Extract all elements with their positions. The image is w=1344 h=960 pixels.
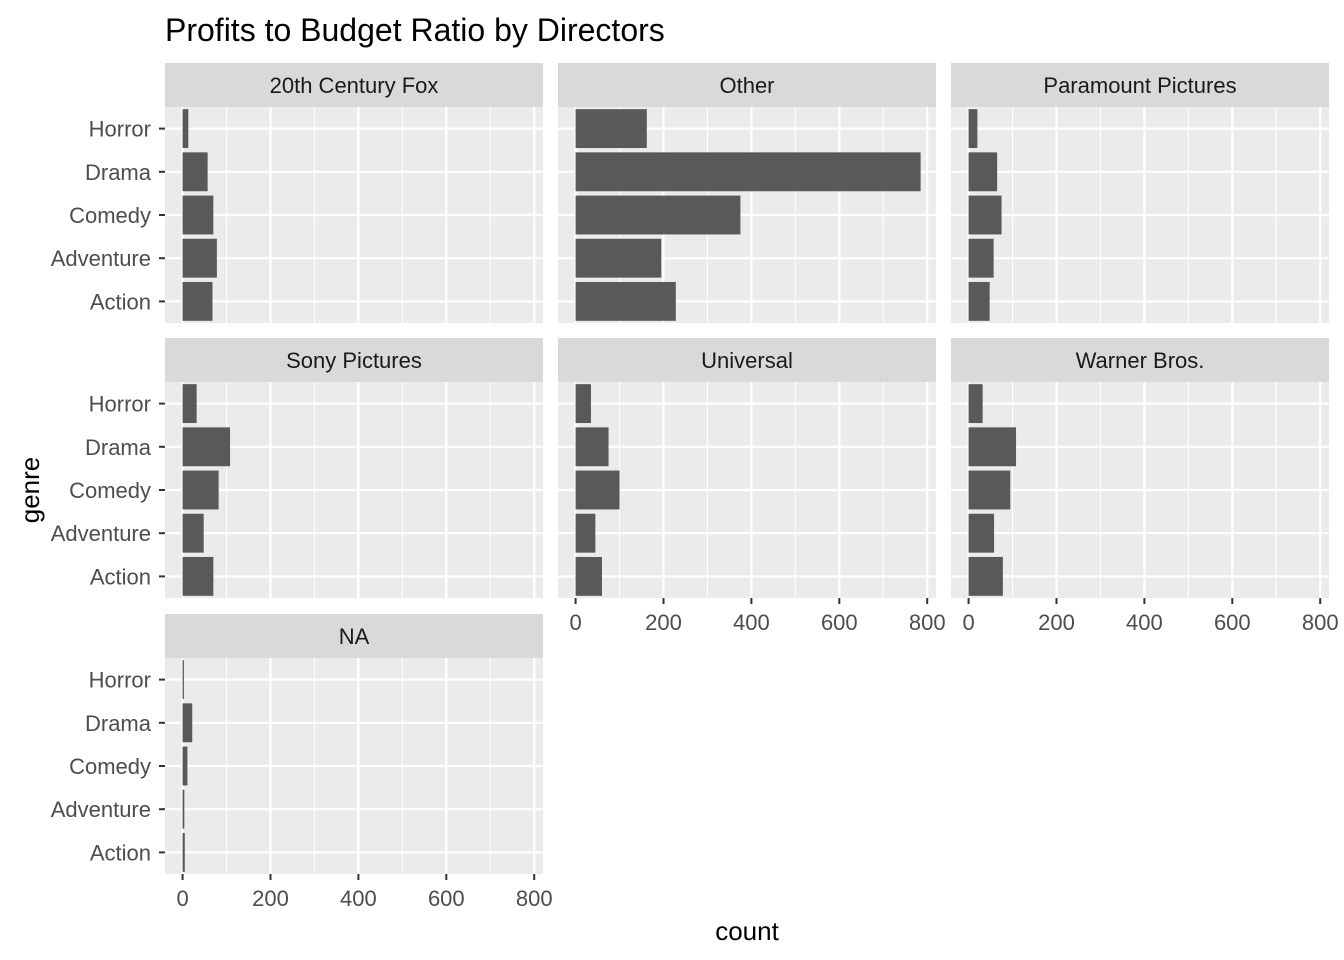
y-tick-label: Comedy [69, 478, 151, 503]
facet-paramount-pictures: Paramount Pictures [951, 63, 1329, 323]
x-tick-label: 600 [1214, 610, 1251, 635]
chart-title: Profits to Budget Ratio by Directors [165, 12, 665, 48]
facet-strip [558, 338, 936, 382]
bar-warner-bros-adventure [968, 513, 995, 553]
y-tick-label: Drama [85, 160, 152, 185]
facet-strip [165, 338, 543, 382]
bar-sony-pictures-adventure [182, 513, 204, 553]
facet-strip-label: Universal [701, 348, 793, 373]
bar-universal-horror [575, 384, 591, 424]
bar-na-horror [182, 660, 184, 700]
facet-strip-label: 20th Century Fox [270, 73, 439, 98]
bar-20th-century-fox-adventure [182, 238, 217, 278]
bar-universal-comedy [575, 470, 620, 510]
y-tick-label: Comedy [69, 203, 151, 228]
y-axis-title: genre [15, 457, 45, 524]
y-tick-label: Comedy [69, 754, 151, 779]
bar-other-action [575, 281, 676, 321]
bar-sony-pictures-horror [182, 384, 197, 424]
y-tick-label: Horror [89, 117, 151, 142]
bar-sony-pictures-comedy [182, 470, 219, 510]
bar-20th-century-fox-action [182, 281, 213, 321]
bar-paramount-pictures-action [968, 281, 990, 321]
facet-strip-label: Other [719, 73, 774, 98]
facet-na: NA Action Adventure Comedy Drama Horror 0 200 40… [51, 614, 553, 911]
bar-paramount-pictures-drama [968, 152, 998, 192]
y-tick-label: Action [90, 289, 151, 314]
y-tick-label: Horror [89, 668, 151, 693]
bar-sony-pictures-action [182, 556, 214, 596]
facet-strip-label: Sony Pictures [286, 348, 422, 373]
facet-panels: 20th Century Fox Action Adventure Comedy Dra… [51, 63, 1339, 911]
bar-sony-pictures-drama [182, 427, 231, 467]
bar-warner-bros-horror [968, 384, 983, 424]
x-tick-label: 400 [1126, 610, 1163, 635]
y-tick-label: Action [90, 564, 151, 589]
bar-na-drama [182, 703, 193, 743]
bar-warner-bros-drama [968, 427, 1017, 467]
bar-na-comedy [182, 746, 188, 786]
x-tick-label: 800 [909, 610, 946, 635]
bar-na-adventure [182, 789, 185, 829]
y-tick-label: Horror [89, 392, 151, 417]
y-tick-label: Action [90, 840, 151, 865]
bar-paramount-pictures-horror [968, 109, 978, 149]
facet-strip [951, 63, 1329, 107]
bar-paramount-pictures-comedy [968, 195, 1002, 235]
bar-other-adventure [575, 238, 662, 278]
x-tick-label: 0 [176, 886, 188, 911]
x-tick-label: 200 [252, 886, 289, 911]
bar-20th-century-fox-horror [182, 109, 189, 149]
y-tick-label: Adventure [51, 246, 151, 271]
facet-strip-label: Paramount Pictures [1043, 73, 1236, 98]
x-tick-label: 800 [1302, 610, 1339, 635]
x-tick-label: 400 [340, 886, 377, 911]
facet-strip [558, 63, 936, 107]
x-tick-label: 400 [733, 610, 770, 635]
y-tick-label: Adventure [51, 797, 151, 822]
bar-warner-bros-action [968, 556, 1003, 596]
x-tick-label: 800 [516, 886, 553, 911]
bar-na-action [182, 832, 185, 872]
bar-universal-adventure [575, 513, 596, 553]
bar-other-drama [575, 152, 921, 192]
facet-warner-bros: Warner Bros. 0 200 400 600 800 [951, 338, 1339, 635]
bar-20th-century-fox-drama [182, 152, 208, 192]
x-tick-label: 200 [645, 610, 682, 635]
bar-universal-action [575, 556, 602, 596]
y-tick-label: Adventure [51, 521, 151, 546]
bar-warner-bros-comedy [968, 470, 1011, 510]
x-tick-label: 0 [569, 610, 581, 635]
facet-strip [951, 338, 1329, 382]
x-tick-label: 600 [428, 886, 465, 911]
bar-other-horror [575, 109, 647, 149]
facet-strip-label: Warner Bros. [1076, 348, 1205, 373]
facet-strip-label: NA [339, 624, 370, 649]
facet-universal: Universal 0 200 400 600 800 [558, 338, 946, 635]
facet-other: Other [558, 63, 936, 323]
facet-sony-pictures: Sony Pictures Action Adventure Comedy Drama H… [51, 338, 543, 598]
facet-strip [165, 614, 543, 658]
bar-paramount-pictures-adventure [968, 238, 994, 278]
y-tick-label: Drama [85, 711, 152, 736]
bar-20th-century-fox-comedy [182, 195, 214, 235]
x-tick-label: 600 [821, 610, 858, 635]
y-tick-label: Drama [85, 435, 152, 460]
bar-other-comedy [575, 195, 741, 235]
bar-universal-drama [575, 427, 609, 467]
facet-strip [165, 63, 543, 107]
facet-20th-century-fox: 20th Century Fox Action Adventure Comedy Dra… [51, 63, 543, 323]
x-axis-title: count [715, 916, 779, 946]
x-tick-label: 0 [962, 610, 974, 635]
x-tick-label: 200 [1038, 610, 1075, 635]
